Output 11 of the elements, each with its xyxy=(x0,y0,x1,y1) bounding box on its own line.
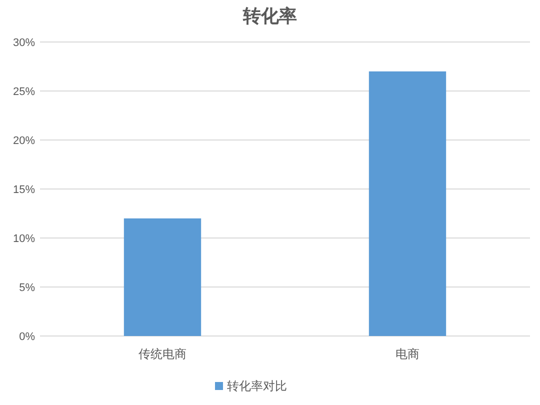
y-tick-label: 25% xyxy=(12,86,36,98)
y-tick-label: 30% xyxy=(12,37,36,49)
x-tick-label: 传统电商 xyxy=(138,347,186,361)
y-tick-label: 5% xyxy=(19,282,36,294)
x-tick-label: 电商 xyxy=(396,347,420,361)
y-tick-label: 20% xyxy=(12,135,36,147)
y-tick-label: 0% xyxy=(19,331,36,343)
chart-title: 转化率 xyxy=(242,6,297,26)
y-tick-label: 10% xyxy=(12,233,36,245)
y-tick-label: 15% xyxy=(12,184,36,196)
legend-label: 转化率对比 xyxy=(227,379,287,393)
